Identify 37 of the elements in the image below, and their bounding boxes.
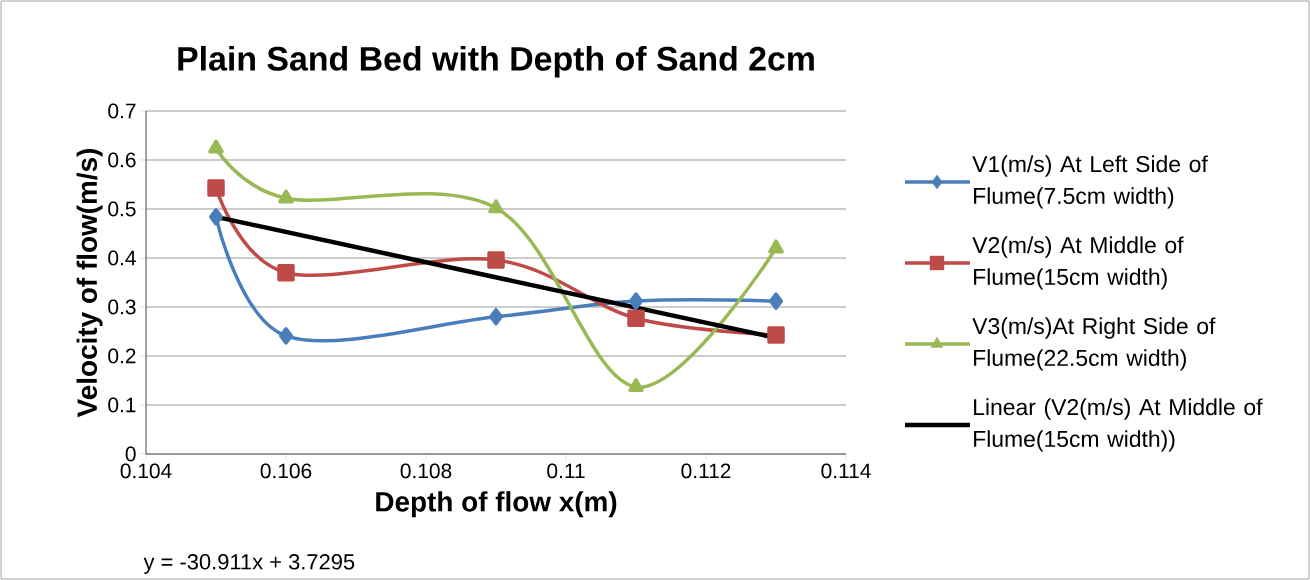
point [768,239,784,254]
y-tick-label: 0.2 [108,348,136,364]
text: y = -30.911x + 3.7295 [143,554,355,574]
legend-label: Linear (V2(m/s) At Middle of Flume(15cm width)) [974,398,1263,452]
legend-label: V3(m/s)At Right Side of Flume(22.5cm width) [972,317,1216,371]
point [207,179,225,197]
legend-label: V2(m/s) At Middle of Flume(15cm width) [972,236,1184,290]
legend-label: V1(m/s) At Left Side of Flume(7.5cm width) [972,155,1208,209]
y-tick-label: 0.3 [108,299,136,315]
x-tick-label: 0.104 [120,463,172,479]
x-tick-label: 0.112 [681,463,731,479]
point [278,189,294,204]
y-tick-label: 0.4 [108,250,136,266]
point [208,139,224,154]
y-axis-title: Velocity of flow(m/s) [76,149,103,418]
point [627,309,645,327]
point [767,326,785,344]
x-tick-label: 0.106 [260,463,312,479]
y-tick-label: 0.5 [108,201,136,217]
chart-title: Plain Sand Bed with Depth of Sand 2cm [178,45,814,78]
y-tick-label: 0.1 [108,397,136,413]
point [628,378,644,393]
point [629,292,644,310]
point [277,263,295,282]
x-axis-title: Depth of flow x(m) [376,491,617,518]
point [769,292,784,310]
x-tick-label: 0.108 [400,463,452,479]
x-tick-label: 0.114 [821,463,871,479]
y-tick-label: 0.6 [108,152,136,168]
point [488,199,504,214]
x-tick-label: 0.11 [547,463,585,479]
point [489,308,504,326]
point [279,327,294,345]
point [209,208,224,226]
point [487,251,505,269]
y-tick-label: 0.7 [108,103,136,119]
y-tick-label: 0 [125,446,136,462]
